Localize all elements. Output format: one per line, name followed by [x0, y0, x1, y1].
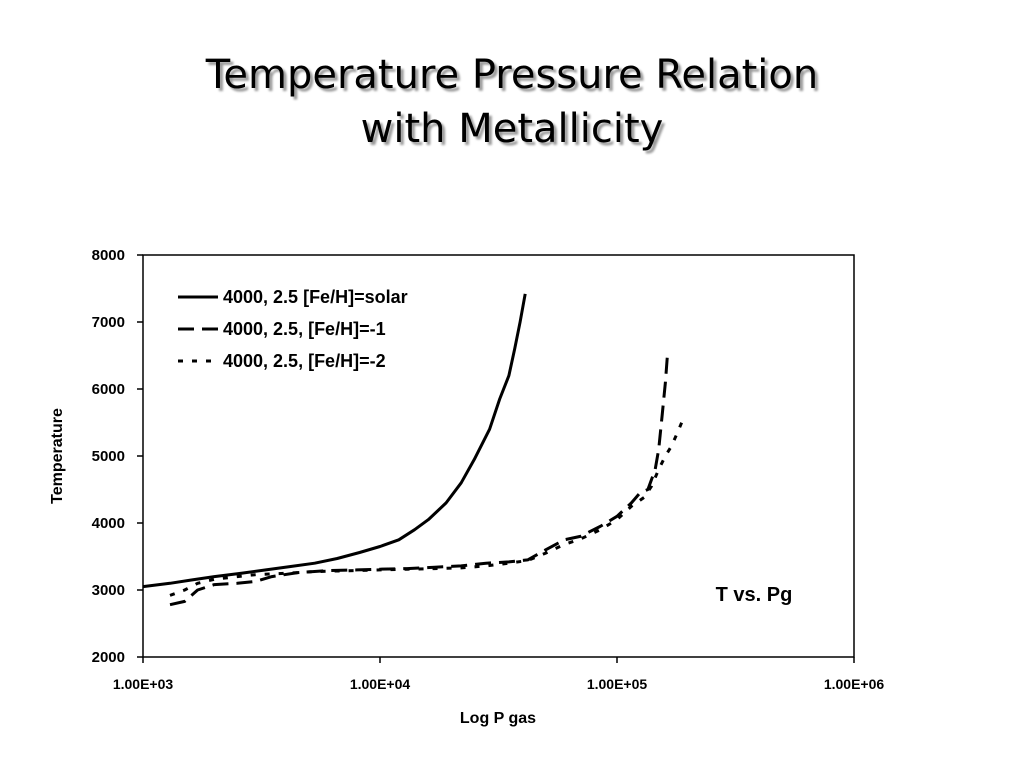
y-axis-label: Temperature [49, 408, 66, 504]
y-tick-label: 3000 [92, 582, 125, 599]
x-tick-label: 1.00E+03 [113, 676, 174, 692]
legend: 4000, 2.5 [Fe/H]=solar 4000, 2.5, [Fe/H]=… [178, 287, 408, 371]
x-axis-label: Log P gas [460, 710, 536, 727]
y-tick-label: 4000 [92, 515, 125, 532]
series-line-3 [169, 418, 685, 597]
y-tick-label: 8000 [92, 247, 125, 264]
slide-title-line-1: Temperature Pressure Relation [205, 52, 819, 98]
slide-title: Temperature Pressure Relation with Metal… [0, 48, 1024, 156]
series-layer [142, 293, 685, 607]
y-tick-label: 7000 [92, 314, 125, 331]
chart-annotation: T vs. Pg [716, 584, 793, 606]
series-line-1 [142, 293, 527, 589]
y-tick-label: 6000 [92, 381, 125, 398]
legend-label-2: 4000, 2.5, [Fe/H]=-1 [223, 319, 386, 339]
legend-label-1: 4000, 2.5 [Fe/H]=solar [223, 287, 408, 307]
x-tick-label: 1.00E+04 [350, 676, 411, 692]
x-tick-label: 1.00E+05 [587, 676, 648, 692]
slide-title-line-2: with Metallicity [360, 106, 664, 152]
y-tick-label: 5000 [92, 448, 125, 465]
y-tick-label: 2000 [92, 649, 125, 666]
x-tick-label: 1.00E+06 [824, 676, 885, 692]
x-axis-ticks: 1.00E+03 1.00E+04 1.00E+05 1.00E+06 [113, 657, 885, 692]
series-line-2 [169, 356, 669, 607]
legend-label-3: 4000, 2.5, [Fe/H]=-2 [223, 351, 386, 371]
y-axis-ticks: 2000 3000 4000 5000 6000 7000 8000 [92, 247, 143, 666]
